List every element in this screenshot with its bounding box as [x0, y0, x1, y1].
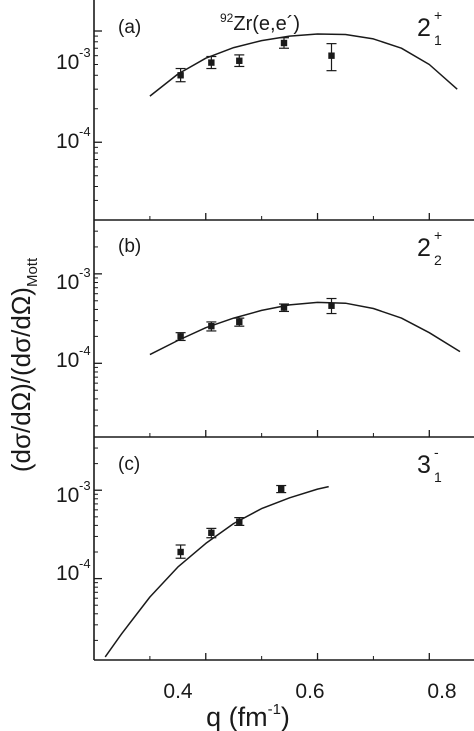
- panel-c-theory-curve: [104, 485, 329, 658]
- panel-b-y-tick-label: 10 -4: [56, 343, 91, 372]
- y-axis-label: (dσ/dΩ)/(dσ/dΩ)Mott: [6, 257, 41, 472]
- svg-text:10: 10: [56, 271, 79, 294]
- svg-text:10: 10: [56, 562, 79, 585]
- panel-b-data-point: [328, 302, 335, 309]
- x-tick-label: 0.4: [163, 680, 193, 703]
- panel-a-state-sup: +: [434, 7, 442, 23]
- panel-b-data-point: [208, 322, 215, 330]
- panel-frames: [93, 0, 474, 661]
- panel-a-y-tick-label: 10 -3: [56, 45, 91, 74]
- panel-b-theory-curve: [149, 301, 461, 356]
- panel-c-state-base: 3: [417, 451, 431, 479]
- panel-c-data-point: [236, 518, 243, 525]
- svg-text:10: 10: [56, 51, 79, 74]
- panel-a-data-point: [236, 57, 243, 64]
- panel-b-data-point: [236, 318, 243, 326]
- y-axis-label-main: (dσ/dΩ)/(dσ/dΩ): [6, 287, 36, 472]
- panel-c-y-tick-label: 10 -4: [56, 556, 91, 585]
- chart-marks: [104, 33, 461, 658]
- panel-b-label: (b): [118, 236, 141, 257]
- panel-b-state-base: 2: [417, 234, 431, 262]
- panel-a-state-base: 2: [417, 14, 431, 42]
- svg-text:-3: -3: [79, 45, 91, 60]
- panel-a-data-point: [208, 59, 215, 66]
- panel-a-y-tick-label: 10 -4: [56, 124, 91, 153]
- panel-c-state-sup: -: [434, 444, 439, 460]
- panel-c-data-point: [278, 485, 285, 493]
- panel-c-state-sub: 1: [434, 469, 442, 485]
- svg-text:10: 10: [56, 484, 79, 507]
- panel-c-state: 3 - 1: [417, 444, 442, 485]
- x-axis-label-sup: -1: [268, 701, 281, 718]
- reaction-text: Zr(e,e´): [233, 13, 300, 35]
- x-axis-label: q (fm-1): [206, 701, 290, 731]
- panel-c-label: (c): [118, 454, 140, 475]
- y-axis-label-sub: Mott: [24, 257, 41, 287]
- svg-text:-3: -3: [79, 265, 91, 280]
- x-axis-label-close: ): [281, 702, 290, 731]
- panel-a-state-sub: 1: [434, 32, 442, 48]
- reaction-label: 92Zr(e,e´): [220, 11, 300, 35]
- panel-a-state: 2 + 1: [417, 7, 442, 48]
- panel-b-y-tick-label: 10 -3: [56, 265, 91, 294]
- svg-text:-4: -4: [79, 124, 91, 139]
- reaction-mass-number: 92: [220, 11, 234, 25]
- svg-text:-3: -3: [79, 478, 91, 493]
- panel-b-state-sub: 2: [434, 252, 442, 268]
- x-tick-label: 0.6: [295, 680, 324, 703]
- panel-b-data-point: [280, 304, 288, 311]
- panel-b-state: 2 + 2: [417, 227, 442, 268]
- svg-text:-4: -4: [79, 556, 91, 571]
- x-tick-label: 0.8: [427, 680, 456, 703]
- x-axis-label-main: q (fm: [206, 702, 268, 731]
- panel-c-y-tick-label: 10 -3: [56, 478, 91, 507]
- panel-a-theory-curve: [149, 33, 458, 97]
- panel-c-data-point: [208, 529, 215, 536]
- svg-text:10: 10: [56, 349, 79, 372]
- svg-text:10: 10: [56, 130, 79, 153]
- panel-a-label: (a): [118, 17, 141, 38]
- panel-b-state-sup: +: [434, 227, 442, 243]
- svg-text:-4: -4: [79, 343, 91, 358]
- panel-a-data-point: [328, 52, 335, 59]
- panel-c-data-point: [177, 548, 184, 556]
- panel-a-data-point: [280, 39, 288, 47]
- panel-b-data-point: [177, 333, 184, 340]
- panel-a-data-point: [177, 72, 184, 79]
